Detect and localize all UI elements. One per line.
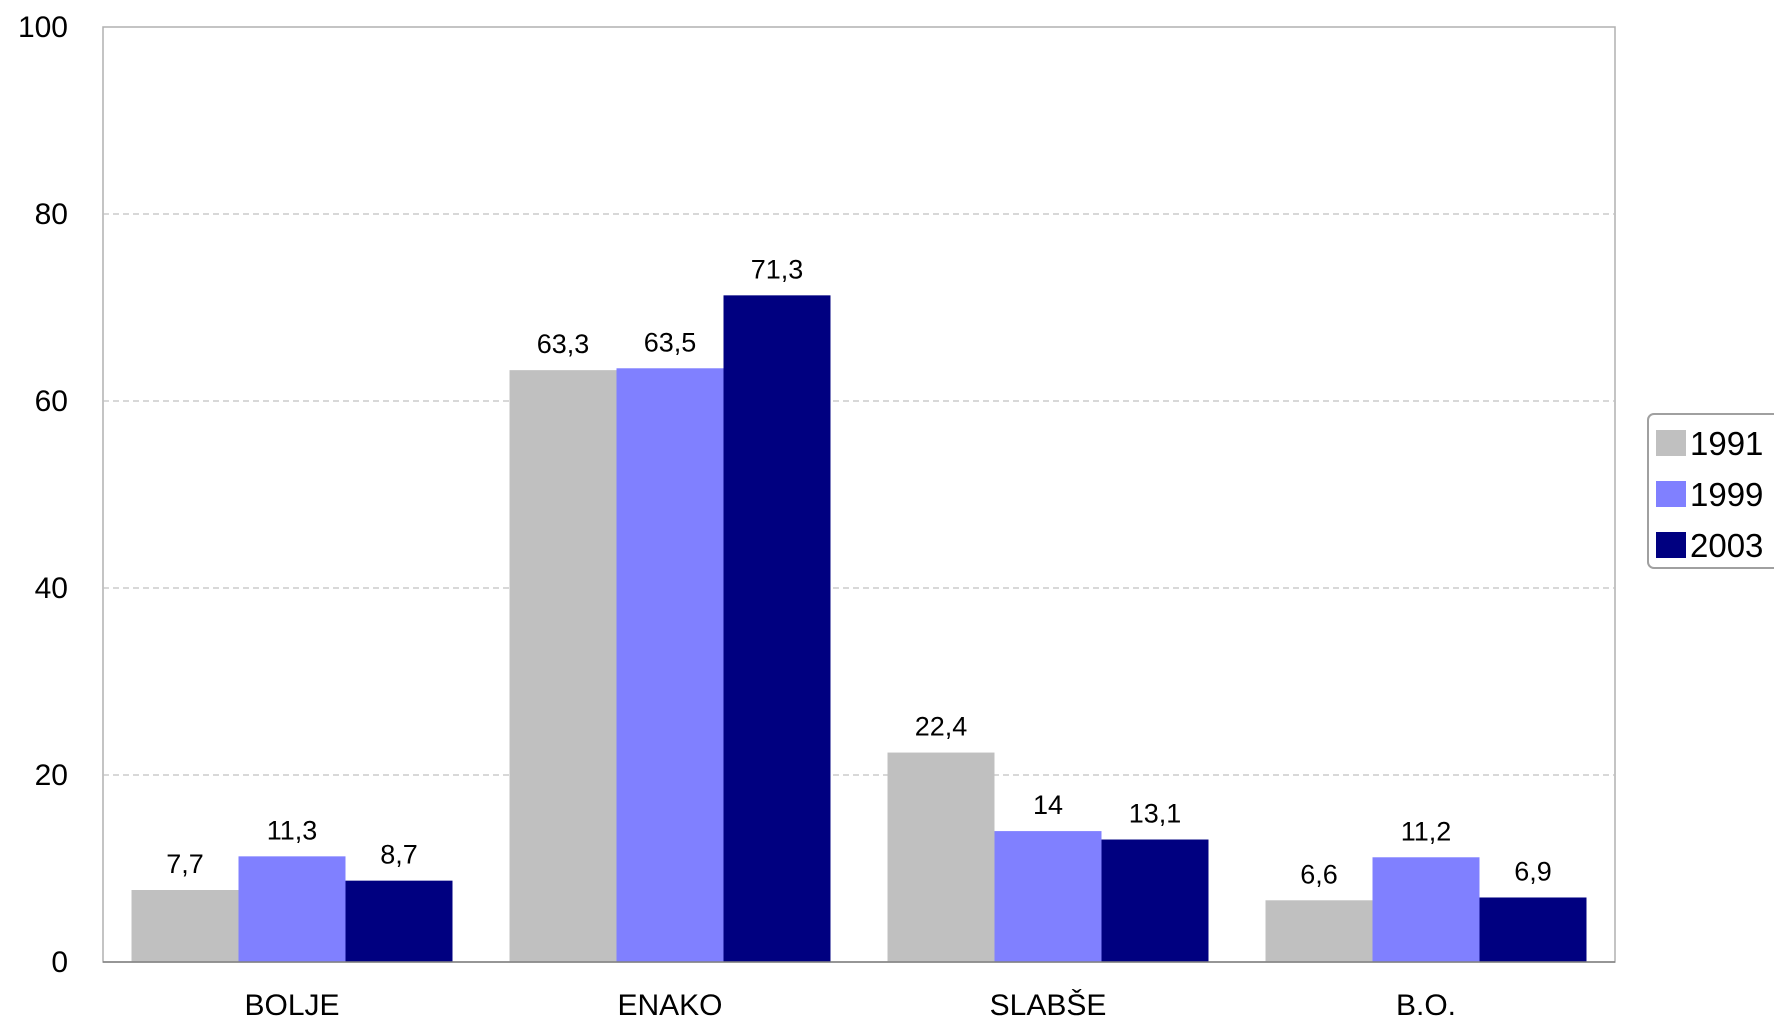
data-label: 63,3 (537, 329, 590, 359)
data-label: 11,3 (267, 815, 318, 845)
data-label: 71,3 (751, 254, 804, 284)
y-tick-label: 0 (51, 946, 68, 979)
data-label: 6,6 (1300, 859, 1338, 889)
bar-1999-slabše (994, 831, 1102, 962)
bar-2003-slabše (1101, 839, 1209, 962)
legend: 1991 1999 2003 (1647, 413, 1774, 569)
data-label: 22,4 (915, 712, 968, 742)
legend-label: 1991 (1690, 425, 1763, 462)
bar-1991-slabše (887, 752, 995, 962)
bar-1999-b.o. (1372, 857, 1480, 962)
data-label: 7,7 (166, 849, 204, 879)
x-tick-label: ENAKO (617, 989, 722, 1022)
y-tick-label: 100 (18, 11, 68, 44)
data-labels: 7,7 11,3 8,7 63,3 63,5 71,3 22,4 14 13,1 6,6 11,2 6… (166, 254, 1552, 889)
data-label: 8,7 (380, 840, 418, 870)
data-label: 13,1 (1129, 799, 1182, 829)
y-axis: 0 20 40 60 80 100 (18, 11, 68, 979)
bar-1999-enako (616, 368, 724, 962)
legend-swatch (1656, 532, 1686, 558)
plot-area (102, 26, 1616, 963)
data-label: 14 (1033, 790, 1063, 820)
data-label: 63,5 (644, 327, 697, 357)
bar-1991-b.o. (1265, 900, 1373, 962)
x-tick-label: B.O. (1396, 989, 1456, 1022)
x-tick-label: BOLJE (244, 989, 339, 1022)
y-tick-label: 20 (35, 759, 68, 792)
data-label: 6,9 (1514, 856, 1552, 886)
gridlines (103, 213, 1615, 776)
legend-swatch (1656, 430, 1686, 456)
data-label: 11,2 (1401, 816, 1452, 846)
bar-1991-bolje (131, 890, 239, 962)
bars (131, 295, 1587, 963)
y-tick-label: 40 (35, 572, 68, 605)
x-axis: BOLJE ENAKO SLABŠE B.O. (244, 988, 1456, 1022)
x-tick-label: SLABŠE (990, 988, 1107, 1022)
bar-2003-enako (723, 295, 831, 963)
y-tick-label: 80 (35, 198, 68, 231)
legend-swatch (1656, 481, 1686, 507)
legend-label: 2003 (1690, 527, 1763, 564)
legend-label: 1999 (1690, 476, 1763, 513)
y-tick-label: 60 (35, 385, 68, 418)
bar-1999-bolje (238, 856, 346, 962)
bar-2003-b.o. (1479, 897, 1587, 962)
bar-1991-enako (509, 370, 617, 962)
bar-2003-bolje (345, 880, 453, 962)
